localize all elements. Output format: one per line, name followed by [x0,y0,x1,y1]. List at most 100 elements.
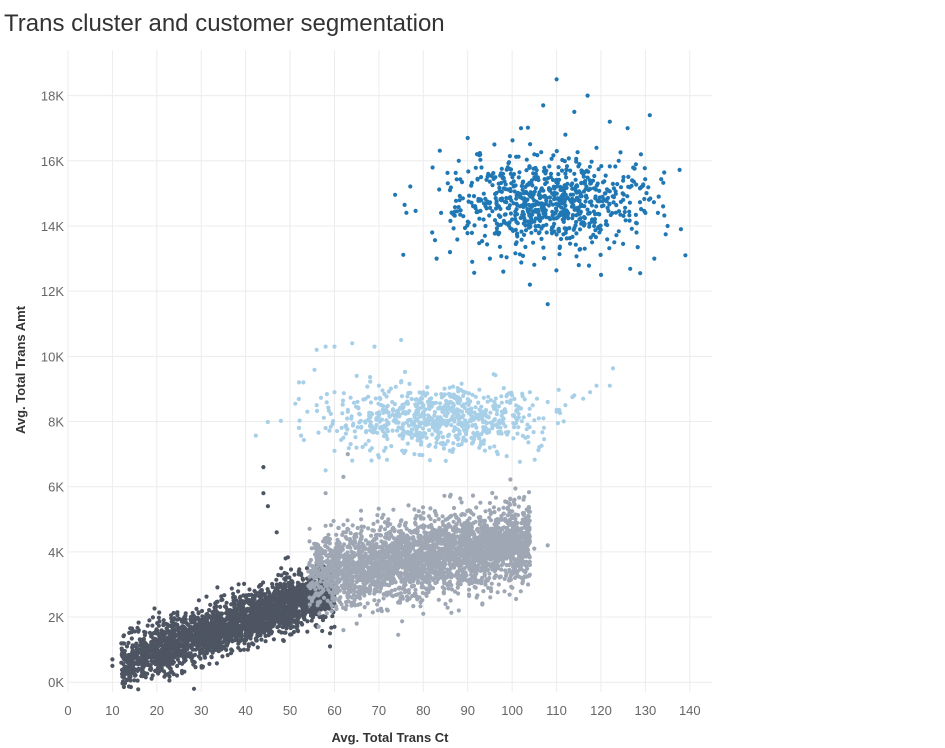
data-point [182,659,187,664]
data-point [505,513,510,518]
data-point [119,671,125,677]
data-point [181,655,186,660]
data-point [309,618,314,623]
data-point [287,585,293,590]
data-point [278,581,283,587]
data-point [479,581,484,586]
data-point [132,671,137,676]
data-point [148,667,153,673]
data-point [452,589,458,594]
data-point [164,621,169,626]
data-point [296,601,302,607]
data-point [215,585,220,590]
data-point [266,633,271,638]
data-point [190,634,195,639]
data-point [488,511,493,516]
data-point [184,620,189,626]
data-point [200,633,205,638]
data-point [183,630,189,636]
data-point [196,598,201,603]
data-point [220,654,225,659]
data-point [152,606,157,611]
data-point [199,608,205,614]
data-point [177,653,182,658]
data-point [527,555,532,560]
data-point [241,647,247,652]
data-point [254,638,259,643]
data-point [301,614,306,620]
data-point [248,636,253,641]
data-point [189,646,194,651]
data-point [356,560,361,565]
data-point [239,629,244,634]
data-point [131,656,136,661]
data-point [255,619,260,624]
data-point [141,665,146,670]
data-point [263,599,268,604]
data-point [212,631,217,636]
data-point [288,621,293,626]
data-point [274,616,279,621]
data-point [145,671,150,676]
data-point [371,521,376,527]
data-point [177,616,182,622]
data-point [375,602,380,607]
data-point [169,616,174,621]
data-point [248,626,253,631]
data-point [138,650,143,655]
data-point [396,632,401,637]
data-point [488,518,494,523]
data-point [299,572,304,578]
data-point [462,512,467,517]
data-point [224,600,229,605]
data-point [440,514,445,519]
data-point [352,562,357,567]
data-point [436,597,441,602]
data-point [221,618,226,623]
data-point [489,589,494,594]
data-point [299,598,305,603]
data-point [199,641,204,646]
data-point [147,618,152,623]
data-point [470,493,476,498]
data-point [218,612,223,617]
data-point [199,650,204,656]
data-point [319,590,324,595]
data-point [211,638,216,643]
data-point [238,634,243,639]
data-point [480,602,485,607]
data-point [389,593,394,598]
data-point [292,572,297,577]
data-point [208,621,213,626]
data-point [224,647,229,653]
data-point [289,615,294,620]
data-point [516,504,521,509]
data-point [173,653,178,658]
data-point [273,602,278,607]
data-point [240,618,245,624]
data-point [239,615,244,620]
data-point [121,634,126,639]
data-point [246,619,251,624]
data-point [283,556,288,561]
data-point [225,653,230,658]
data-point [163,637,168,643]
data-point [328,552,333,557]
data-point [188,617,193,622]
data-point [236,589,241,594]
data-point [359,536,364,541]
data-point [282,576,287,582]
data-point [158,653,163,659]
data-point [154,654,159,659]
data-point [242,581,247,587]
data-point [425,580,430,585]
data-point [270,598,275,603]
data-point [296,581,302,587]
data-point [172,616,177,622]
data-point [252,607,257,613]
data-point [491,505,496,510]
data-point [170,669,175,675]
data-point [185,642,190,647]
data-point [299,587,304,593]
data-point [200,665,205,670]
